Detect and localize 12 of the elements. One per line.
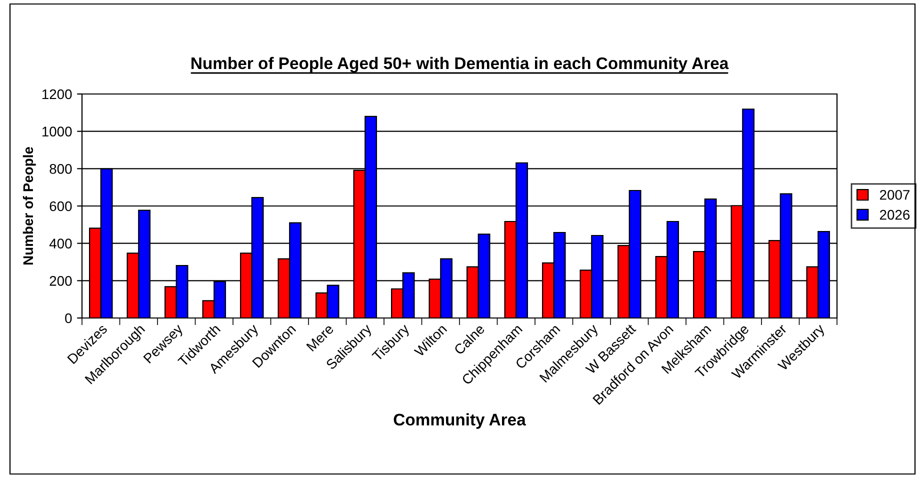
y-tick-label: 400 — [49, 238, 72, 249]
x-axis-title: Community Area — [394, 413, 526, 429]
y-axis-title: Number of People — [22, 147, 36, 264]
y-tick-label: 600 — [50, 201, 72, 212]
y-tick-label: 1200 — [42, 89, 72, 100]
legend-label: 2007 — [880, 190, 910, 200]
y-tick-label: 1000 — [42, 126, 72, 137]
y-tick-label: 200 — [50, 276, 72, 286]
chart-title: Number of People Aged 50+ with Dementia in each Community Area — [192, 56, 729, 73]
legend-label: 2026 — [880, 210, 910, 220]
y-tick-label: 0 — [65, 313, 72, 324]
y-tick-label: 800 — [50, 164, 72, 174]
